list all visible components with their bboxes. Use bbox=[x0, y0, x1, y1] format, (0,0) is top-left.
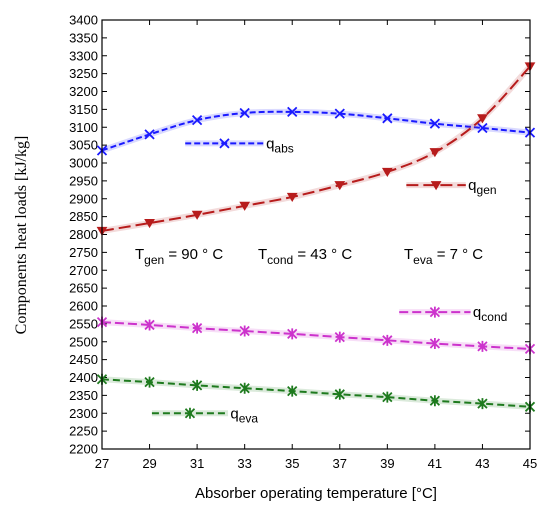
y-tick-label: 3200 bbox=[69, 84, 98, 99]
data-point bbox=[191, 114, 203, 126]
condition-note-gen: Tgen = 90 ° C bbox=[135, 246, 223, 267]
series-line bbox=[101, 378, 531, 408]
y-tick-label: 2250 bbox=[69, 424, 98, 439]
data-point bbox=[477, 398, 488, 410]
condition-note-eva: Teva = 7 ° C bbox=[404, 246, 483, 267]
data-point bbox=[239, 382, 250, 394]
y-tick-label: 2700 bbox=[69, 263, 98, 278]
data-point bbox=[184, 407, 196, 419]
data-point bbox=[239, 325, 250, 337]
data-point bbox=[334, 331, 345, 343]
legend-label: qcond bbox=[473, 304, 507, 324]
data-point bbox=[382, 391, 393, 403]
data-point bbox=[382, 113, 393, 124]
data-point bbox=[144, 319, 155, 331]
data-point bbox=[287, 328, 298, 340]
series-eva bbox=[96, 373, 536, 413]
data-point bbox=[429, 118, 441, 129]
x-tick-label: 35 bbox=[285, 456, 299, 471]
y-tick-label: 2400 bbox=[69, 370, 98, 385]
series-abs bbox=[96, 106, 536, 156]
series-cond bbox=[96, 316, 536, 355]
data-point bbox=[191, 322, 203, 334]
x-tick-label: 41 bbox=[428, 456, 442, 471]
notes-layer: Tgen = 90 ° C Tcond = 43 ° C Teva = 7 ° C bbox=[135, 246, 483, 267]
data-point bbox=[429, 148, 441, 158]
data-point bbox=[239, 107, 250, 119]
y-tick-label: 2950 bbox=[69, 173, 98, 188]
legend-item-gen: qgen bbox=[406, 177, 497, 197]
data-point bbox=[334, 108, 345, 119]
y-tick-label: 3350 bbox=[69, 30, 98, 45]
data-point bbox=[287, 385, 298, 397]
data-point bbox=[430, 181, 442, 191]
y-tick-label: 2450 bbox=[69, 352, 98, 367]
y-tick-label: 3100 bbox=[69, 120, 98, 135]
legend-label: qabs bbox=[266, 135, 294, 155]
y-tick-label: 2500 bbox=[69, 334, 98, 349]
data-point bbox=[191, 379, 203, 391]
y-tick-label: 2350 bbox=[69, 388, 98, 403]
data-point bbox=[144, 129, 155, 140]
ticks-layer: 2200 2250 2300 2350 2400 2450 2500 2550 2600 2650… bbox=[69, 13, 537, 472]
data-point bbox=[477, 340, 488, 352]
y-tick-label: 2550 bbox=[69, 316, 98, 331]
data-point bbox=[286, 192, 298, 202]
data-point bbox=[144, 218, 155, 229]
data-point bbox=[477, 114, 488, 124]
y-tick-label: 2900 bbox=[69, 191, 98, 206]
y-tick-label: 3300 bbox=[69, 48, 98, 63]
y-tick-label: 2750 bbox=[69, 245, 98, 260]
series-layer bbox=[96, 62, 536, 413]
x-tick-label: 27 bbox=[95, 456, 109, 471]
y-tick-label: 3000 bbox=[69, 156, 98, 171]
x-tick-label: 29 bbox=[142, 456, 156, 471]
x-tick-label: 31 bbox=[190, 456, 204, 471]
series-line bbox=[101, 110, 531, 152]
legend-label: qeva bbox=[230, 405, 258, 425]
legend-item-abs: qabs bbox=[185, 135, 294, 155]
y-tick-label: 3400 bbox=[69, 13, 98, 28]
plot-frame bbox=[101, 19, 531, 450]
y-tick-label: 3150 bbox=[69, 102, 98, 117]
legend-item-eva: qeva bbox=[151, 405, 258, 425]
data-point bbox=[429, 395, 441, 407]
y-axis-title: Components heat loads [kJ/kg] bbox=[13, 136, 30, 335]
y-tick-label: 3250 bbox=[69, 66, 98, 81]
condition-note-cond: Tcond = 43 ° C bbox=[258, 246, 352, 267]
y-tick-label: 3050 bbox=[69, 138, 98, 153]
data-point bbox=[144, 376, 155, 388]
y-tick-label: 2300 bbox=[69, 406, 98, 421]
x-tick-label: 43 bbox=[475, 456, 489, 471]
x-axis-title: Absorber operating temperature [°C] bbox=[195, 485, 437, 502]
y-tick-label: 2800 bbox=[69, 227, 98, 242]
data-point bbox=[334, 181, 346, 191]
y-tick-label: 2200 bbox=[69, 442, 98, 457]
series-gen bbox=[96, 62, 536, 236]
series-line bbox=[101, 65, 531, 232]
data-point bbox=[191, 210, 203, 220]
data-point bbox=[334, 388, 345, 400]
legend-label: qgen bbox=[468, 177, 496, 197]
y-tick-label: 2850 bbox=[69, 209, 98, 224]
x-tick-label: 45 bbox=[523, 456, 537, 471]
data-point bbox=[239, 201, 251, 211]
series-line bbox=[101, 321, 531, 350]
y-tick-label: 2600 bbox=[69, 299, 98, 314]
x-tick-label: 37 bbox=[333, 456, 347, 471]
data-point bbox=[477, 122, 488, 134]
data-point bbox=[429, 338, 441, 350]
series-glow bbox=[101, 64, 533, 234]
y-tick-label: 2650 bbox=[69, 281, 98, 296]
data-point bbox=[381, 167, 393, 177]
legend-item-cond: qcond bbox=[399, 304, 507, 324]
x-tick-label: 33 bbox=[237, 456, 251, 471]
legend-layer: qabs qgen qcond qeva bbox=[151, 135, 507, 425]
data-point bbox=[287, 106, 298, 118]
x-tick-label: 39 bbox=[380, 456, 394, 471]
data-point bbox=[382, 334, 393, 346]
data-point bbox=[429, 306, 441, 318]
data-point bbox=[219, 138, 230, 149]
